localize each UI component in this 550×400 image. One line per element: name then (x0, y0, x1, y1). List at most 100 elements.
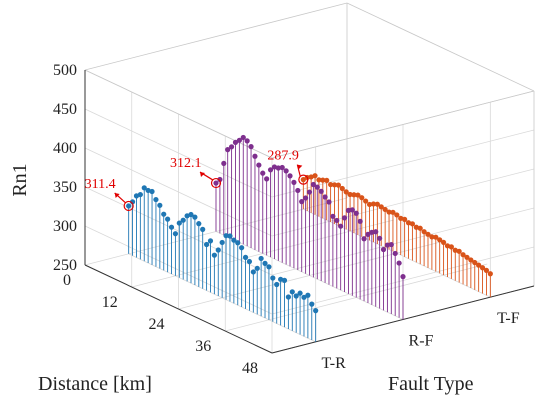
stem-marker (285, 294, 291, 300)
stem-marker (384, 242, 391, 248)
stem-marker (306, 189, 313, 195)
stem-marker (271, 164, 278, 170)
stem-marker (330, 213, 336, 219)
stem-marker (472, 259, 478, 266)
stem-marker (301, 294, 307, 300)
stem-marker (366, 201, 373, 208)
stem-marker (363, 198, 369, 204)
stem-marker (260, 170, 266, 176)
z-tick-label: 400 (53, 140, 77, 157)
stem-marker (335, 182, 341, 188)
stem-marker (153, 196, 159, 203)
stem-marker (377, 235, 383, 241)
stem-marker (448, 244, 454, 250)
stem-marker (267, 167, 274, 173)
stem-marker (444, 243, 451, 249)
stem-marker (370, 201, 377, 207)
stem-marker (207, 238, 214, 244)
stem-marker (468, 257, 474, 263)
stem-marker (328, 181, 334, 188)
stem-marker (353, 210, 359, 216)
category-tick-label: T-R (322, 355, 347, 372)
stem-marker (274, 281, 280, 288)
arrow-head (114, 192, 120, 198)
stem-marker (365, 231, 371, 237)
stem-marker (421, 229, 427, 235)
stem-marker (310, 181, 316, 188)
stem-marker (487, 271, 493, 277)
stem-marker (242, 254, 249, 260)
stem-marker (149, 188, 155, 195)
stem-marker (318, 188, 324, 194)
stem-marker (157, 202, 163, 208)
stem-marker (483, 267, 490, 273)
box-edge (84, 2, 348, 71)
stem-marker (361, 236, 367, 242)
stem-marker (235, 240, 241, 246)
stem-marker (398, 215, 404, 221)
stem-marker (264, 176, 270, 182)
stem-marker (417, 225, 423, 231)
stem-marker (476, 262, 482, 268)
stem-marker (291, 179, 297, 185)
stem-marker (244, 138, 250, 144)
stem-marker (196, 221, 202, 227)
stem-marker (246, 258, 253, 265)
stem-marker (309, 301, 315, 307)
stem-marker (126, 203, 132, 209)
z-tick-label: 250 (53, 257, 77, 274)
stem-marker (374, 201, 380, 207)
stem-marker (168, 224, 175, 230)
annotation-label: 312.1 (170, 156, 202, 171)
stem-marker (314, 184, 320, 190)
stem-marker (176, 220, 182, 226)
stem-marker (402, 216, 408, 222)
stem-marker (316, 177, 322, 183)
stem-marker (322, 194, 328, 200)
stem-marker (228, 144, 235, 150)
stem-marker (313, 308, 319, 314)
highlight-ring (210, 177, 222, 189)
stem-marker (326, 199, 332, 205)
annotation-layer: 311.4 312.1 287.9 (85, 149, 309, 212)
stem-marker (248, 144, 254, 150)
stem-marker (303, 195, 309, 201)
box-edge (271, 90, 535, 159)
stem-marker (331, 182, 338, 188)
stem-marker (334, 217, 340, 224)
x-tick-label: 24 (149, 316, 165, 333)
z-axis-label: Rn1 (9, 163, 31, 196)
tick-layer: 250 300 350 400 450 500 0 12 24 36 48 T-R R-F T-F (53, 62, 520, 377)
stem-marker (386, 209, 392, 215)
box-edge (84, 69, 273, 159)
stem-marker (312, 173, 318, 179)
stem-marker (345, 207, 352, 213)
stem-marker (266, 264, 272, 270)
stem-marker (287, 173, 293, 179)
stem-marker (413, 224, 419, 230)
arrow-head (200, 172, 205, 178)
x-tick-label: 36 (195, 338, 211, 355)
stem-marker (188, 211, 194, 218)
stem-marker (236, 137, 242, 143)
stem-marker (165, 216, 171, 222)
stem-marker (396, 260, 402, 266)
stem-marker (217, 176, 223, 183)
stem-marker (250, 269, 256, 275)
stem-marker (433, 234, 439, 240)
stem-marker (297, 290, 303, 296)
stem-marker (219, 239, 225, 246)
category-tick-label: R-F (409, 333, 434, 350)
stem-marker (460, 252, 466, 258)
stem-marker (281, 277, 288, 283)
stem-marker (390, 209, 396, 215)
stem-marker (192, 214, 198, 220)
stem-marker (254, 265, 260, 271)
stem-marker (232, 139, 239, 145)
stem-marker (262, 260, 268, 266)
stem-marker (252, 153, 258, 159)
x-axis-line (84, 264, 273, 354)
stem-marker (339, 185, 345, 192)
stem-marker (464, 254, 470, 260)
stem-marker (203, 241, 210, 248)
